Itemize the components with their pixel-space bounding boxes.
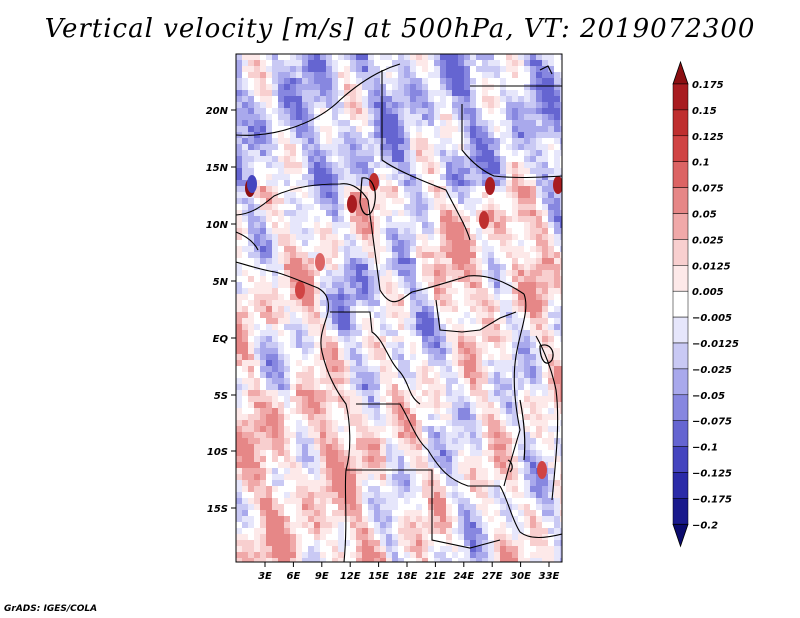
chart-title: Vertical velocity [m/s] at 500hPa, VT: 2… (44, 14, 756, 44)
lake-outlines (359, 177, 554, 473)
lat-label: 20N (206, 106, 229, 117)
software-credit: GrADS: IGES/COLA (4, 604, 98, 614)
colorbar-swatch (672, 498, 689, 525)
colorbar-swatch (672, 239, 689, 266)
colorbar-label: 0.125 (692, 132, 724, 143)
lat-label: 15S (207, 504, 228, 515)
colorbar-label: −0.1 (692, 443, 718, 454)
colorbar-swatch (672, 472, 689, 499)
colorbar-swatch (672, 135, 689, 162)
lat-label: 5S (214, 391, 228, 402)
lat-label: 15N (206, 163, 229, 174)
colorbar-swatch (672, 265, 689, 292)
colorbar-swatch (672, 446, 689, 473)
colorbar-label: 0.15 (692, 106, 717, 117)
colorbar-swatch (672, 368, 689, 396)
colorbar-label: −0.05 (692, 391, 725, 402)
longitude-axis: 3E 6E 9E 12E 15E 18E 21E 24E 27E 30E 33E (258, 562, 560, 582)
lon-label: 30E (510, 571, 531, 582)
colorbar-swatch (672, 161, 689, 188)
lat-label: 10N (206, 220, 229, 231)
colorbar-swatch (672, 83, 689, 111)
map-frame (235, 53, 563, 563)
colorbar-swatch (672, 290, 689, 318)
lat-label: 10S (207, 447, 228, 458)
colorbar-label: −0.2 (692, 520, 718, 531)
colorbar-min-arrow (672, 523, 689, 548)
colorbar-swatch (672, 213, 689, 240)
velocity-field (236, 54, 562, 562)
colorbar-swatch (672, 187, 689, 214)
colorbar-swatch (672, 342, 689, 370)
colorbar-label: 0.175 (692, 80, 724, 91)
colorbar-max-arrow (672, 60, 689, 85)
lon-label: 24E (453, 571, 474, 582)
lat-label: EQ (213, 334, 229, 345)
colorbar-label: 0.075 (692, 184, 724, 195)
lat-label: 5N (213, 277, 229, 288)
lon-label: 27E (482, 571, 503, 582)
lon-label: 15E (368, 571, 389, 582)
lon-label: 3E (258, 571, 272, 582)
colorbar-label: −0.0125 (692, 339, 739, 350)
lon-label: 6E (287, 571, 301, 582)
colorbar-label: −0.175 (692, 494, 732, 505)
colorbar: 0.175 0.15 0.125 0.1 0.075 0.05 0.025 0.0125 0.0… (672, 60, 739, 548)
colorbar-label: −0.075 (692, 417, 732, 428)
colorbar-label: −0.125 (692, 469, 732, 480)
colorbar-label: 0.1 (692, 158, 710, 169)
colorbar-label: 0.0125 (692, 261, 731, 272)
colorbar-swatch (672, 316, 689, 344)
colorbar-swatch (672, 420, 689, 447)
lon-label: 9E (315, 571, 329, 582)
colorbar-swatch (672, 394, 689, 421)
colorbar-label: 0.025 (692, 235, 724, 246)
colorbar-label: −0.005 (692, 313, 732, 324)
lon-label: 18E (397, 571, 418, 582)
colorbar-label: 0.005 (692, 287, 724, 298)
colorbar-label: −0.025 (692, 365, 732, 376)
colorbar-label: 0.05 (692, 210, 717, 221)
latitude-axis: 20N 15N 10N 5N EQ 5S 10S 15S (206, 106, 236, 515)
lon-label: 33E (539, 571, 560, 582)
lon-label: 12E (340, 571, 361, 582)
lon-label: 21E (425, 571, 446, 582)
country-borders (236, 63, 562, 562)
colorbar-swatch (672, 109, 689, 137)
